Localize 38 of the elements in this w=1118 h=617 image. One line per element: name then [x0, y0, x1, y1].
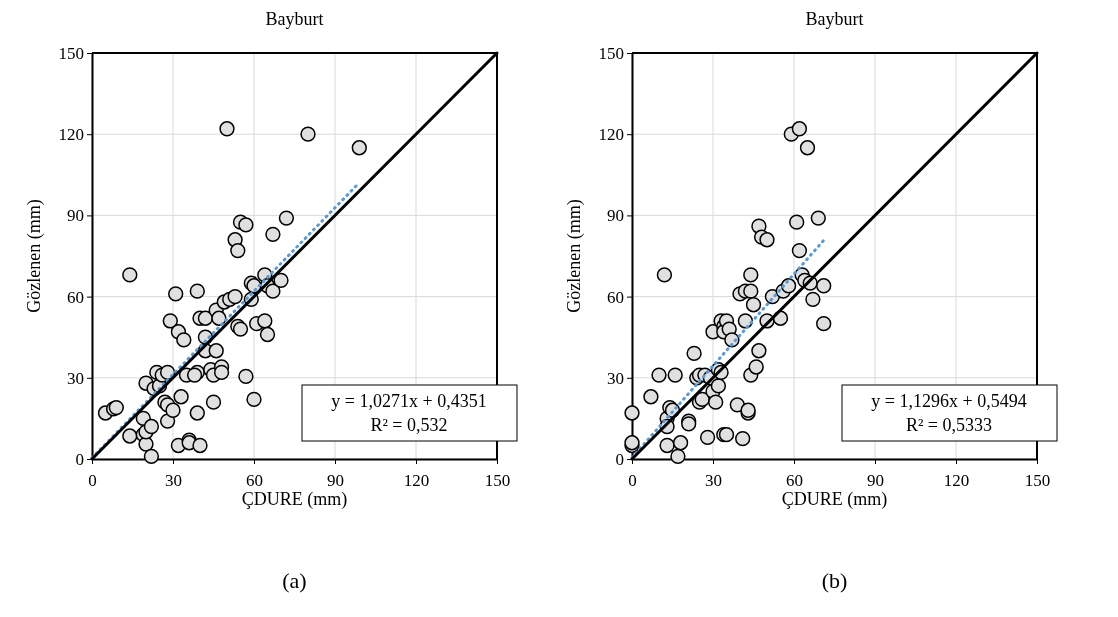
- y-tick-label: 0: [75, 449, 84, 469]
- annotation: R² = 0,5333: [905, 415, 993, 435]
- x-tick-label: 150: [484, 470, 511, 490]
- x-tick-label: 120: [943, 470, 970, 490]
- x-tick-label: 90: [327, 470, 344, 490]
- x-axis-title: ÇDURE (mm): [241, 489, 348, 510]
- text: (b): [821, 568, 848, 593]
- x-tick-label: 60: [786, 470, 803, 490]
- equation-box: y = 1,0271x + 0,4351 R² = 0,532: [301, 384, 518, 442]
- x-axis-title: ÇDURE (mm): [781, 489, 888, 510]
- y-tick-label: 60: [67, 287, 84, 307]
- y-tick-label: 60: [607, 287, 624, 307]
- y-tick-label: 90: [607, 206, 624, 226]
- x-tick-label: 90: [867, 470, 884, 490]
- y-tick-label: 0: [615, 449, 624, 469]
- x-tick-label: 150: [1024, 470, 1051, 490]
- text: (a): [282, 568, 307, 593]
- chart-title: Bayburt: [265, 9, 324, 29]
- x-tick-label: 60: [246, 470, 263, 490]
- x-tick-label: 30: [705, 470, 722, 490]
- x-tick-label: 120: [403, 470, 430, 490]
- x-tick-label: 0: [628, 470, 637, 490]
- y-axis-title: Gözlenen (mm): [24, 199, 45, 313]
- annotation: R² = 0,532: [370, 415, 448, 435]
- x-tick-label: 30: [165, 470, 182, 490]
- y-tick-label: 120: [598, 125, 624, 145]
- x-tick-label: 0: [88, 470, 97, 490]
- annotation: y = 1,1296x + 0,5494: [871, 391, 1027, 411]
- y-tick-label: 30: [67, 368, 84, 388]
- equation-box: y = 1,1296x + 0,5494 R² = 0,5333: [841, 384, 1058, 442]
- y-tick-label: 150: [58, 43, 84, 63]
- y-tick-label: 90: [67, 206, 84, 226]
- y-tick-label: 30: [607, 368, 624, 388]
- y-tick-label: 150: [598, 43, 624, 63]
- chart-title: Bayburt: [805, 9, 864, 29]
- annotation: y = 1,0271x + 0,4351: [331, 391, 487, 411]
- y-tick-label: 120: [58, 125, 84, 145]
- y-axis-title: Gözlenen (mm): [564, 199, 585, 313]
